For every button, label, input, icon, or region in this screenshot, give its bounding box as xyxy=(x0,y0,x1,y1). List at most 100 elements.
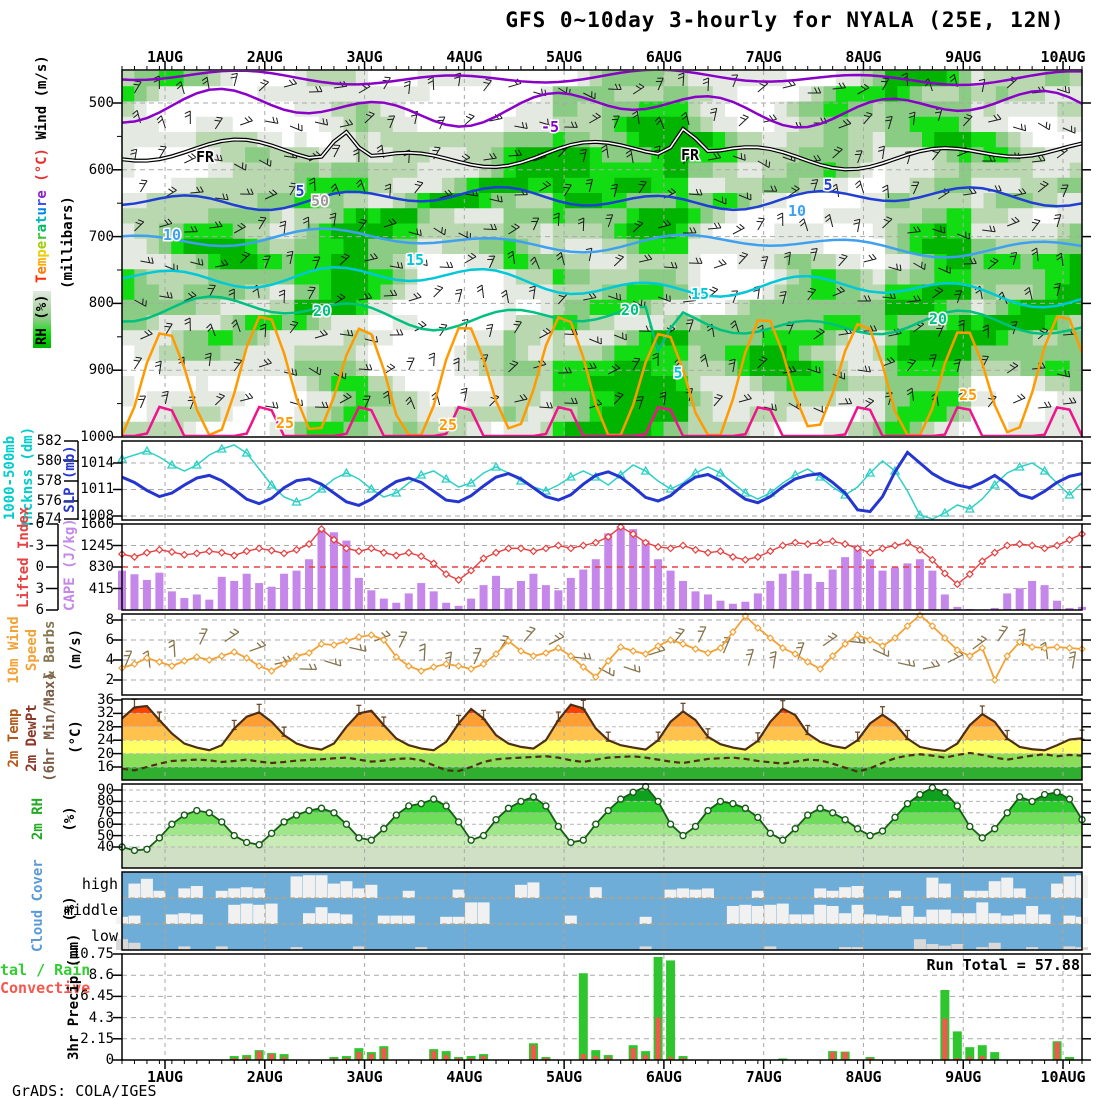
tick-label: 36 xyxy=(97,692,114,708)
tick-label: 2.15 xyxy=(80,1030,114,1047)
svg-text:10: 10 xyxy=(788,202,806,220)
date-label: 9AUG xyxy=(945,1068,982,1086)
date-label: 7AUG xyxy=(745,48,782,66)
grads-credit: GrADS: COLA/IGES xyxy=(12,1082,157,1100)
tick-label: 2 xyxy=(105,672,114,688)
date-label: 10AUG xyxy=(1040,1068,1086,1086)
tick-label: 24 xyxy=(97,732,114,749)
tick-label: 4.3 xyxy=(88,1009,114,1026)
svg-text:15: 15 xyxy=(691,285,709,303)
svg-text:20: 20 xyxy=(929,310,947,328)
svg-text:15: 15 xyxy=(406,251,424,269)
wind10m-label-2: Speed xyxy=(24,628,40,672)
wind-upper-label: Wind (m/s) xyxy=(34,55,50,140)
panel-cloud-cover xyxy=(116,872,1088,950)
date-label: 4AUG xyxy=(446,48,483,66)
tick-label: 40 xyxy=(97,839,114,855)
date-label: 1AUG xyxy=(146,48,184,66)
tick-label: 16 xyxy=(97,759,114,775)
tick-label: 0 xyxy=(35,559,44,575)
tick-label: 8.6 xyxy=(88,967,114,984)
tick-label: 576 xyxy=(36,493,62,509)
date-label: 3AUG xyxy=(346,48,383,66)
page-title: GFS 0~10day 3-hourly for NYALA (25E, 12N… xyxy=(505,8,1065,32)
tick-label: 28 xyxy=(97,718,114,735)
upper-air-axis-label: RH (%) Temperature (°C) Wind (m/s) xyxy=(33,55,51,348)
panel-precip xyxy=(122,953,1082,1060)
panel-upper-air: -5 FR FR 5 5 10 10 50 15 15 20 20 20 5 25 25 25 xyxy=(122,71,1082,436)
date-label: 5AUG xyxy=(546,48,583,66)
date-label: 8AUG xyxy=(845,48,882,66)
tick-label: -6 xyxy=(27,516,44,532)
panel-temp2m xyxy=(121,698,1085,780)
dewpt-label: 2m DewPt xyxy=(24,704,40,772)
tick-label: 90 xyxy=(97,782,114,798)
tick-label: 0 xyxy=(105,1052,114,1068)
wind10m-unit-label: (m/s) xyxy=(68,628,84,672)
date-label: 2AUG xyxy=(246,1068,283,1086)
svg-text:FR: FR xyxy=(681,146,700,164)
cloud-level-label: low xyxy=(90,927,118,945)
svg-text:10: 10 xyxy=(163,226,181,244)
tick-label: 574 xyxy=(36,511,62,527)
panel-li-cape xyxy=(117,522,1087,610)
tick-label: 1014 xyxy=(80,455,114,471)
panel-rh2m xyxy=(118,782,1086,868)
run-total: Run Total = 57.88 xyxy=(926,956,1080,974)
temperature-unit-label: (°C) xyxy=(34,148,50,182)
rh-shade-legend: RH (%) xyxy=(33,291,51,348)
tick-label: 800 xyxy=(88,295,114,312)
cloud-level-label: middle xyxy=(63,901,118,919)
tick-label: 70 xyxy=(97,804,114,821)
tick-label: 1011 xyxy=(80,481,114,498)
tick-label: 415 xyxy=(88,580,114,597)
date-label: 8AUG xyxy=(845,1068,882,1086)
tick-label: 700 xyxy=(88,228,114,245)
svg-text:5: 5 xyxy=(673,364,682,382)
tick-label: 4 xyxy=(105,652,114,668)
tick-label: 50 xyxy=(97,827,114,844)
tick-label: 582 xyxy=(36,433,62,449)
temperature-label: Temperature xyxy=(34,190,50,283)
precip-conv-label: Convective xyxy=(0,979,91,997)
date-label: 5AUG xyxy=(546,1068,583,1086)
tick-label: 1660 xyxy=(80,516,114,532)
tick-label: -3 xyxy=(27,537,44,554)
panel-slp-thickness xyxy=(116,442,1083,520)
precip-total-label: tal / Rain xyxy=(0,961,91,979)
svg-text:20: 20 xyxy=(313,302,331,320)
tick-label: 6 xyxy=(105,632,114,648)
tick-label: 20 xyxy=(97,745,114,762)
date-label: 4AUG xyxy=(446,1068,483,1086)
tick-label: 6.45 xyxy=(80,988,114,1005)
wind10m-label-1: 10m Wind xyxy=(6,616,22,684)
date-label: 3AUG xyxy=(346,1068,383,1086)
tick-label: 900 xyxy=(88,362,114,379)
rh2m-label: 2m RH xyxy=(30,797,46,841)
tick-label: 80 xyxy=(97,793,114,810)
tick-label: 60 xyxy=(97,816,114,833)
tick-label: 3 xyxy=(35,580,44,597)
cloud-level-label: high xyxy=(81,875,118,893)
svg-text:20: 20 xyxy=(621,301,639,319)
date-label: 10AUG xyxy=(1040,48,1086,66)
svg-text:50: 50 xyxy=(311,192,329,210)
svg-text:FR: FR xyxy=(196,148,215,166)
date-label: 9AUG xyxy=(945,48,982,66)
tick-label: 830 xyxy=(88,559,114,575)
date-label: 6AUG xyxy=(645,48,682,66)
svg-text:25: 25 xyxy=(439,416,457,434)
svg-text:25: 25 xyxy=(959,386,977,404)
date-label: 2AUG xyxy=(246,48,283,66)
tick-label: 32 xyxy=(97,705,114,722)
tick-label: 500 xyxy=(88,95,114,111)
tick-label: 6 xyxy=(35,602,44,618)
tick-label: 578 xyxy=(36,473,62,489)
cloud-cover-label: Cloud Cover xyxy=(30,859,46,952)
svg-text:5: 5 xyxy=(295,182,304,200)
tick-label: 1008 xyxy=(80,507,114,524)
panel-wind10m xyxy=(118,611,1086,694)
